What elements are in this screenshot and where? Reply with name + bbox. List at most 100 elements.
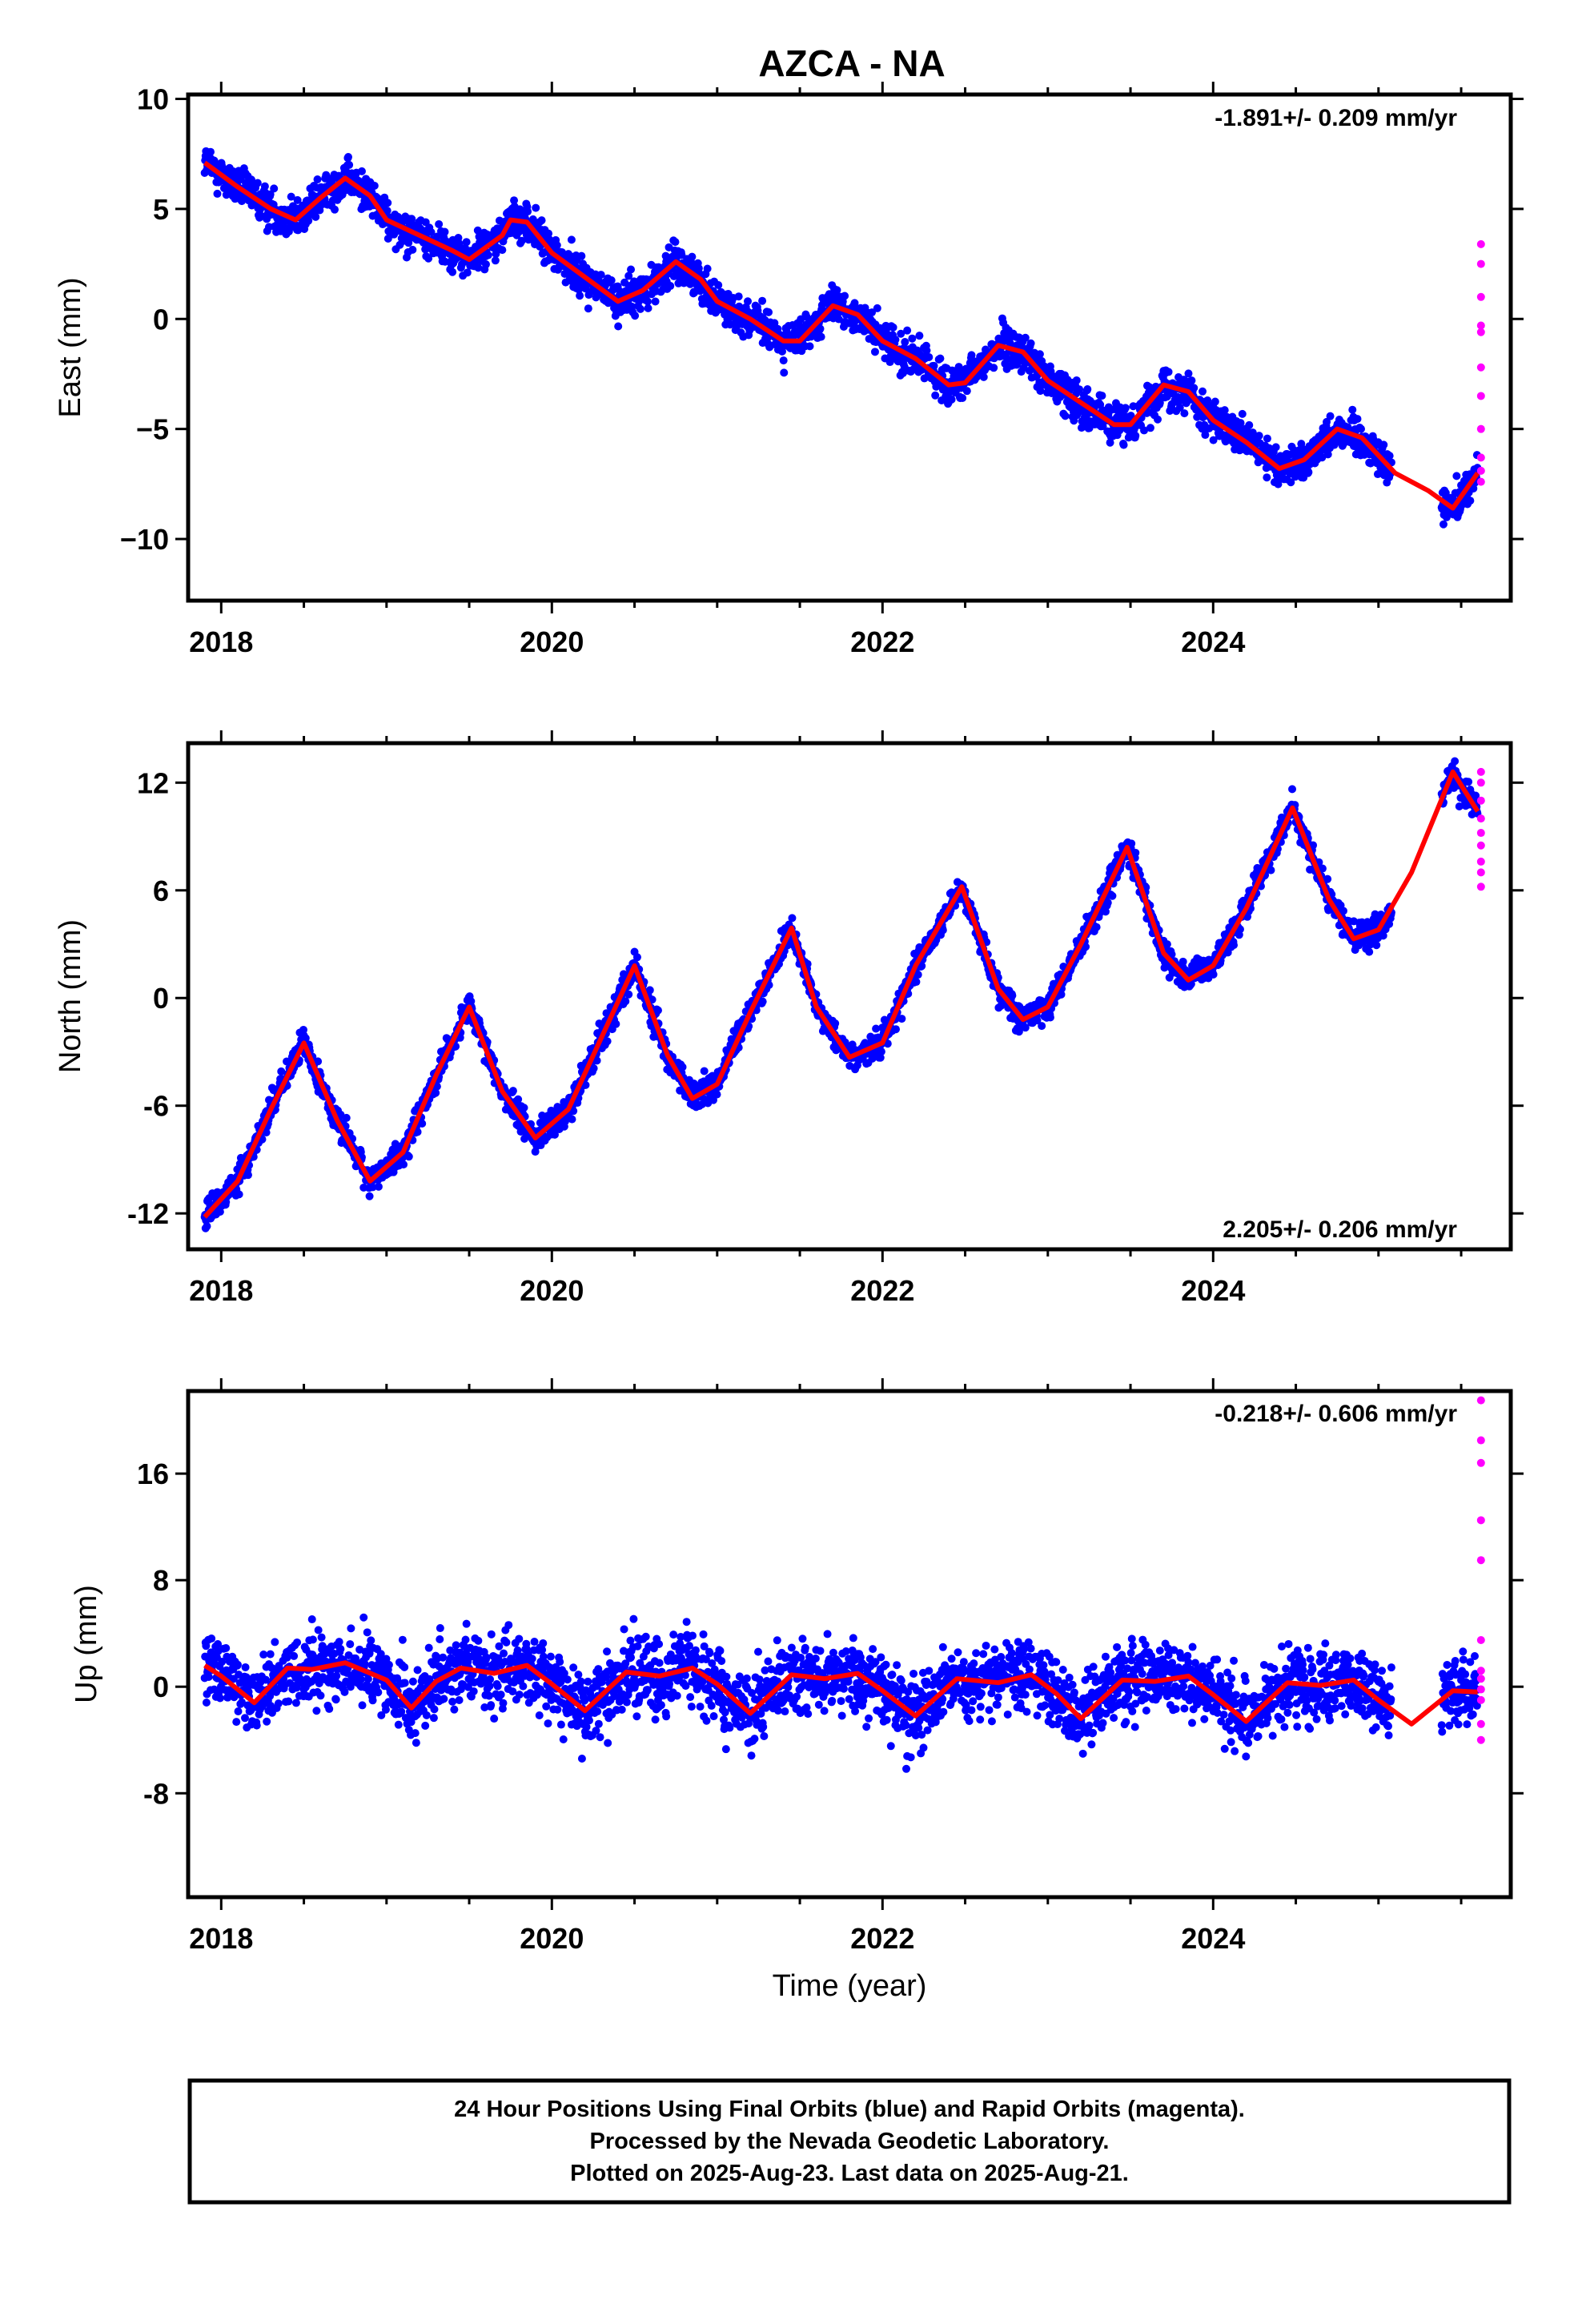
east-final-point — [1184, 369, 1193, 378]
east-final-point — [544, 229, 553, 238]
east-final-point — [958, 393, 967, 402]
east-final-point — [1379, 440, 1388, 449]
east-final-point — [734, 292, 743, 301]
east-final-point — [758, 296, 767, 305]
east-final-point — [1083, 385, 1092, 394]
east-final-point — [424, 254, 433, 263]
east-rapid-point — [1476, 328, 1485, 336]
north-final-point — [624, 990, 633, 999]
east-final-point — [1439, 520, 1447, 529]
east-y-tick-label: 0 — [153, 303, 169, 336]
north-final-point — [758, 997, 767, 1006]
east-final-point — [1466, 497, 1475, 505]
north-final-point — [374, 1182, 383, 1191]
east-final-point — [841, 292, 849, 300]
east-x-tick-label: 2024 — [1181, 625, 1245, 658]
east-final-point — [463, 268, 472, 277]
east-final-point — [688, 252, 697, 261]
east-final-point — [473, 226, 482, 235]
east-final-point — [270, 184, 279, 193]
north-x-tick-label: 2022 — [850, 1274, 914, 1307]
east-final-point — [644, 304, 652, 312]
east-final-point — [498, 246, 507, 255]
east-final-point — [614, 322, 623, 331]
north-final-point — [520, 1104, 528, 1112]
east-final-point — [462, 238, 471, 247]
east-final-point — [990, 364, 998, 372]
east-final-point — [596, 271, 605, 279]
north-final-point — [788, 914, 797, 923]
east-final-point — [1263, 434, 1271, 443]
east-final-point — [936, 354, 945, 363]
north-final-point — [713, 1090, 721, 1099]
east-rapid-point — [1476, 466, 1485, 475]
east-final-point — [915, 332, 924, 340]
east-final-point — [817, 332, 825, 341]
east-final-point — [474, 263, 483, 272]
east-rapid-point — [1476, 392, 1485, 400]
north-final-point — [1038, 1022, 1046, 1031]
north-final-point — [365, 1192, 374, 1200]
east-final-point — [383, 207, 391, 215]
north-final-point — [1092, 923, 1101, 931]
east-final-point — [1164, 368, 1173, 376]
east-final-point — [631, 312, 640, 320]
north-final-point — [1162, 940, 1171, 949]
east-rapid-point — [1476, 259, 1485, 268]
east-final-point — [1357, 424, 1366, 433]
east-final-point — [1263, 473, 1271, 482]
north-final-point — [1046, 1013, 1054, 1022]
east-final-point — [1190, 384, 1199, 392]
east-y-tick-label: −5 — [136, 413, 169, 446]
north-final-point — [243, 1171, 252, 1180]
north-final-point — [891, 1025, 900, 1034]
east-final-point — [311, 212, 320, 221]
east-final-point — [1035, 350, 1044, 359]
east-final-point — [779, 356, 788, 365]
east-final-point — [370, 181, 379, 190]
east-final-point — [455, 239, 464, 247]
east-final-point — [1255, 432, 1263, 440]
east-final-point — [703, 264, 712, 273]
north-final-point — [621, 997, 630, 1006]
figure-title: AZCA - NA — [758, 42, 945, 84]
east-x-tick-label: 2020 — [520, 625, 584, 658]
east-final-point — [343, 153, 352, 162]
east-final-point — [1187, 376, 1196, 385]
east-final-point — [517, 236, 526, 245]
east-final-point — [643, 297, 652, 306]
east-final-point — [1098, 392, 1106, 400]
north-final-point — [1103, 899, 1112, 907]
east-rate-label: -1.891+/- 0.209 mm/yr — [1215, 105, 1457, 131]
east-final-point — [1304, 468, 1313, 476]
east-final-point — [440, 227, 449, 236]
north-y-tick-label: -6 — [143, 1090, 169, 1123]
north-final-point — [404, 1152, 413, 1161]
north-final-point — [612, 1019, 620, 1028]
east-final-point — [1271, 443, 1280, 452]
east-final-point — [584, 304, 592, 313]
north-final-point — [877, 1047, 885, 1056]
east-final-point — [624, 271, 633, 280]
east-final-point — [627, 265, 636, 274]
east-final-point — [491, 256, 500, 265]
east-final-point — [581, 284, 590, 293]
east-final-point — [1121, 404, 1130, 412]
east-final-point — [1180, 409, 1189, 418]
east-final-point — [532, 203, 540, 212]
east-final-point — [1238, 409, 1247, 418]
east-final-point — [1353, 415, 1362, 424]
east-final-point — [671, 238, 680, 247]
east-final-point — [448, 267, 457, 276]
east-rapid-point — [1476, 424, 1485, 433]
east-final-point — [1211, 397, 1219, 406]
east-final-point — [510, 196, 519, 205]
east-final-point — [925, 352, 934, 361]
east-final-point — [528, 215, 537, 223]
east-final-point — [891, 336, 900, 344]
east-final-point — [537, 216, 546, 225]
east-final-point — [636, 304, 644, 313]
